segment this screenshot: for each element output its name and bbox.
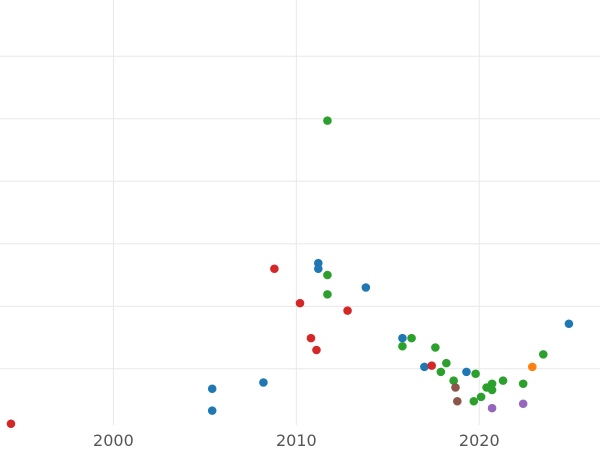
data-point-s1-3 [398, 341, 407, 351]
data-point-s1-6 [436, 367, 446, 377]
data-point-s1-9 [469, 396, 479, 406]
data-point-s1-7 [442, 358, 451, 368]
data-point-s0-5 [361, 283, 371, 292]
data-point-s1-17 [538, 350, 548, 359]
data-point-s0-9 [564, 319, 574, 329]
data-point-s0-0 [207, 384, 217, 394]
data-point-s4-0 [487, 403, 497, 413]
data-point-s0-6 [398, 333, 407, 343]
data-point-s0-7 [420, 362, 429, 372]
data-point-s5-0 [451, 383, 460, 392]
data-points [6, 116, 574, 429]
data-point-s4-1 [518, 399, 528, 409]
data-point-s2-2 [295, 298, 305, 308]
data-point-s5-1 [453, 396, 462, 406]
x-tick-label-2010: 2010 [276, 431, 317, 450]
data-point-s1-15 [498, 376, 508, 385]
data-point-s2-1 [270, 264, 279, 274]
data-point-s2-3 [306, 333, 316, 343]
data-point-s1-1 [323, 270, 332, 280]
data-point-s2-4 [312, 345, 321, 355]
data-point-s1-16 [518, 379, 528, 389]
data-point-s0-2 [259, 378, 268, 387]
data-point-s1-11 [476, 392, 486, 402]
data-point-s1-14 [487, 385, 497, 395]
data-point-s2-0 [6, 419, 16, 429]
data-point-s0-4 [313, 264, 323, 274]
data-point-s1-8 [449, 376, 458, 385]
data-point-s0-8 [462, 367, 471, 377]
data-point-s1-13 [487, 379, 497, 389]
x-tick-label-2020: 2020 [459, 431, 500, 450]
data-point-s1-0 [323, 116, 332, 125]
data-point-s3-0 [528, 362, 537, 372]
data-point-s1-10 [471, 369, 480, 379]
x-tick-labels: 2000 2010 2020 [93, 431, 500, 450]
gridlines [0, 0, 600, 425]
data-point-s2-6 [427, 361, 437, 370]
x-tick-label-2000: 2000 [93, 431, 134, 450]
data-point-s2-5 [343, 306, 352, 315]
data-point-s1-2 [323, 290, 332, 299]
data-point-s0-1 [207, 406, 217, 415]
data-point-s1-4 [407, 333, 416, 343]
data-point-s1-5 [431, 343, 440, 352]
